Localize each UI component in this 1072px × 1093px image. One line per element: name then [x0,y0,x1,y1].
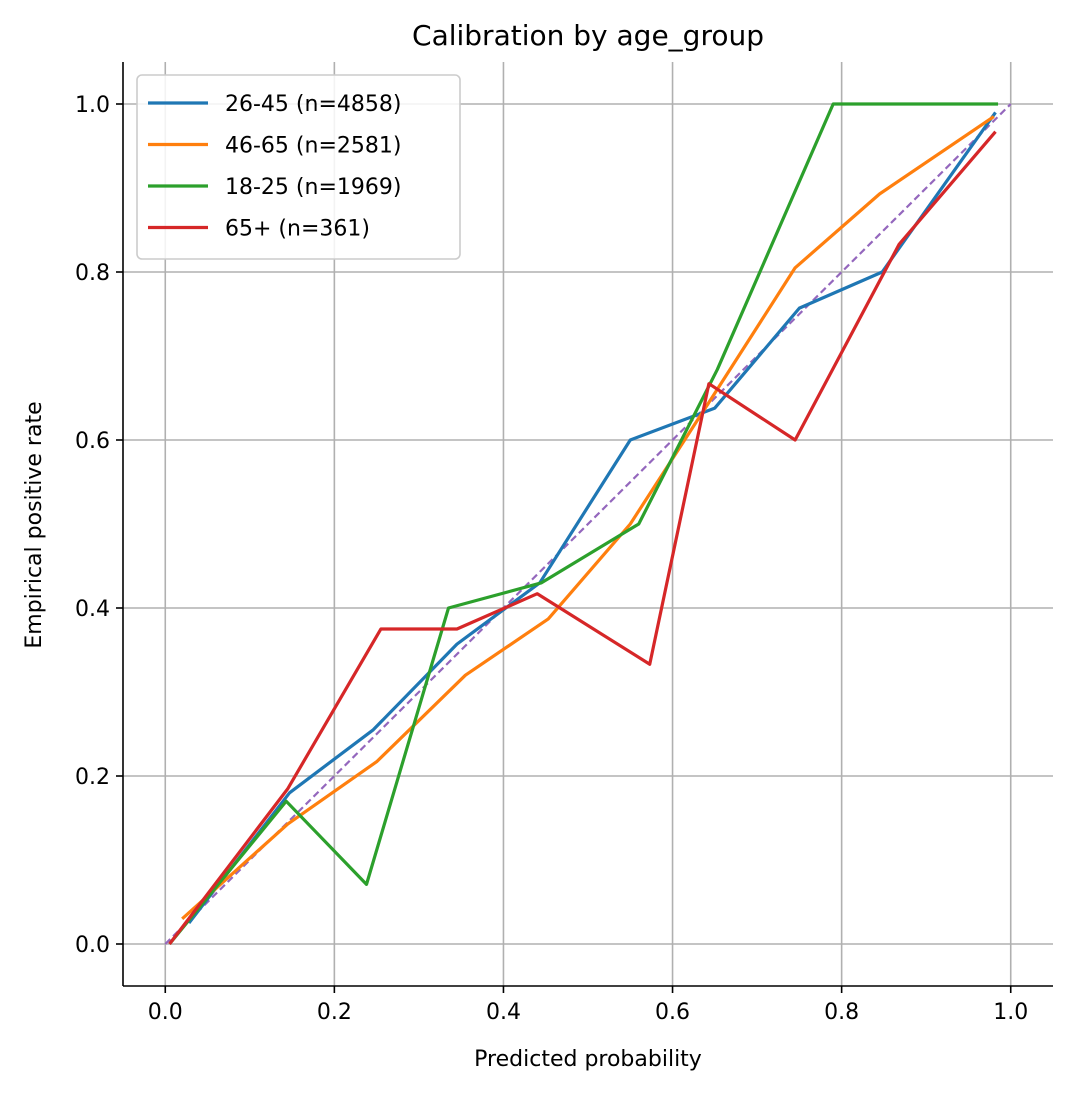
legend: 26-45 (n=4858) 46-65 (n=2581) 18-25 (n=196… [136,74,461,260]
reference-line-group [164,103,1012,945]
legend-frame [136,74,461,260]
series-line-1 [187,111,997,924]
x-axis-label: Predicted probability [474,1047,702,1072]
series-line-4 [168,130,997,945]
legend-label-1: 26-45 (n=4858) [225,92,401,117]
legend-label-3: 18-25 (n=1969) [225,175,401,200]
y-tick-label: 0.2 [75,765,110,790]
series-group [168,102,999,946]
x-tick-label: 0.8 [824,1000,859,1025]
x-tick-label: 0.4 [486,1000,521,1025]
x-tick-label: 0.6 [655,1000,690,1025]
reference-line [164,103,1012,945]
x-tick-label: 0.0 [148,1000,183,1025]
chart-title: Calibration by age_group [412,19,764,52]
axes: 0.0 0.2 0.4 0.6 0.8 1.0 0.0 0.2 0.4 0.6 0.8 1.0 [75,62,1053,1025]
legend-label-2: 46-65 (n=2581) [225,134,401,159]
y-tick-label: 0.0 [75,933,110,958]
y-tick-label: 0.6 [75,429,110,454]
y-tick-label: 0.4 [75,597,110,622]
y-axis-label: Empirical positive rate [22,401,47,648]
x-tick-label: 1.0 [993,1000,1028,1025]
series-line-2 [181,115,995,920]
legend-label-4: 65+ (n=361) [225,217,370,242]
y-tick-label: 1.0 [75,93,110,118]
y-tick-label: 0.8 [75,261,110,286]
x-tick-label: 0.2 [317,1000,352,1025]
series-line-3 [168,102,999,946]
